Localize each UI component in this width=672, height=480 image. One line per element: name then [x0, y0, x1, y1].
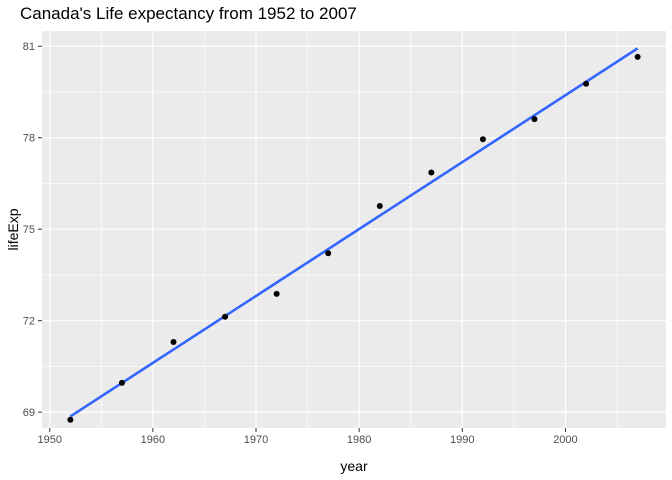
data-point	[222, 313, 229, 320]
data-point	[170, 339, 177, 346]
data-point	[634, 53, 641, 60]
x-tick-label: 1970	[244, 434, 268, 446]
x-axis: 1950 1960 1970 1980 1990 2000	[37, 428, 578, 446]
data-point	[479, 136, 486, 143]
trend-line	[69, 47, 639, 418]
x-tick-label: 2000	[553, 434, 577, 446]
data-point	[67, 416, 74, 423]
data-point	[428, 169, 435, 176]
data-point	[273, 290, 280, 297]
x-axis-title: year	[340, 458, 368, 474]
y-tick-label: 69	[23, 407, 35, 419]
y-tick-label: 75	[23, 224, 35, 236]
y-tick-label: 81	[23, 41, 35, 53]
data-point	[583, 80, 590, 87]
data-point	[118, 379, 125, 386]
chart-title: Canada's Life expectancy from 1952 to 20…	[20, 4, 357, 23]
data-point	[325, 250, 332, 257]
data-point	[531, 116, 538, 123]
trend-line-group	[69, 47, 639, 418]
x-tick-label: 1950	[37, 434, 61, 446]
x-tick-label: 1960	[141, 434, 165, 446]
y-axis: 69 72 75 78 81	[23, 41, 42, 419]
x-tick-label: 1980	[347, 434, 371, 446]
y-tick-label: 72	[23, 316, 35, 328]
y-axis-title: lifeExp	[5, 208, 21, 250]
y-tick-label: 78	[23, 133, 35, 145]
data-point	[376, 203, 383, 210]
data-points	[67, 53, 641, 423]
x-tick-label: 1990	[450, 434, 474, 446]
